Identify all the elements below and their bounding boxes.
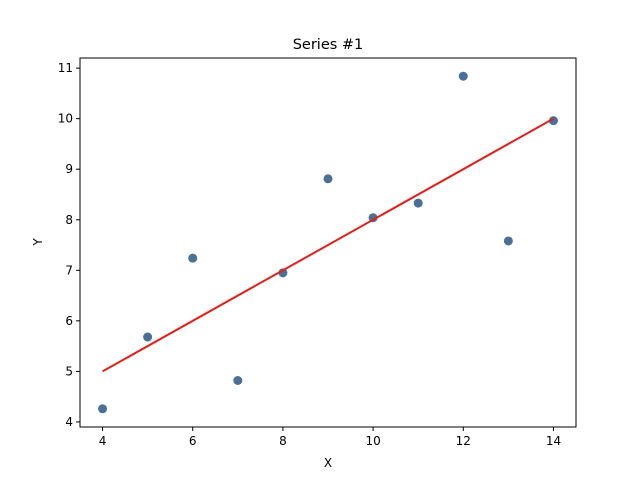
x-tick-label: 10 <box>365 434 380 448</box>
scatter-point <box>143 332 153 342</box>
x-tick-label: 12 <box>456 434 471 448</box>
x-tick-label: 8 <box>279 434 287 448</box>
scatter-point <box>323 174 333 184</box>
x-tick-label: 14 <box>546 434 561 448</box>
y-axis-label: Y <box>31 238 45 247</box>
scatter-point <box>233 375 243 385</box>
y-tick-label: 8 <box>65 213 73 227</box>
x-axis-ticks: 4 6 8 10 12 14 <box>99 427 561 448</box>
scatter-point <box>548 116 558 126</box>
scatter-point <box>503 236 513 246</box>
y-axis-ticks: 4 5 6 7 8 9 10 11 <box>58 61 80 429</box>
y-tick-label: 9 <box>65 162 73 176</box>
scatter-point <box>413 198 423 208</box>
y-tick-label: 4 <box>65 415 73 429</box>
plot-marks <box>98 71 558 414</box>
y-tick-label: 5 <box>65 364 73 378</box>
x-tick-label: 4 <box>99 434 107 448</box>
y-tick-label: 7 <box>65 263 73 277</box>
y-tick-label: 10 <box>58 112 73 126</box>
scatter-point <box>98 404 108 414</box>
scatter-point <box>458 71 468 81</box>
y-tick-label: 6 <box>65 314 73 328</box>
chart-title: Series #1 <box>293 37 364 53</box>
plot-frame <box>79 57 577 428</box>
x-axis-label: X <box>324 456 332 470</box>
trend-line <box>102 117 554 373</box>
y-tick-label: 11 <box>58 61 73 75</box>
x-tick-label: 6 <box>189 434 197 448</box>
scatter-point <box>188 253 198 263</box>
